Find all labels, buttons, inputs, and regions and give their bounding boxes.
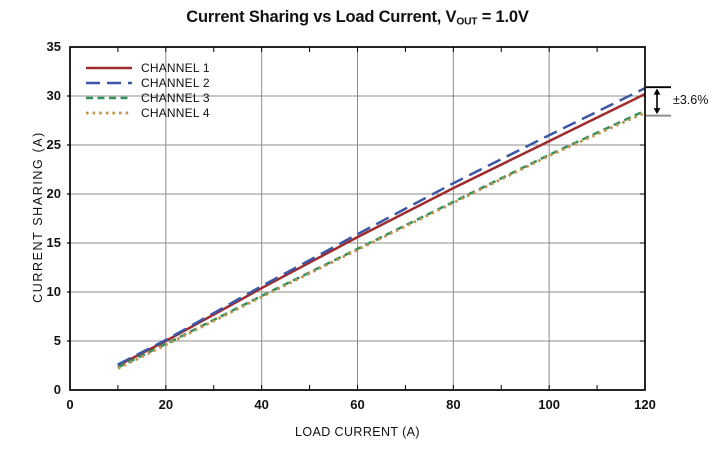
x-tick-label-100: 100 [538,397,560,412]
series-line-channel-1 [117,92,646,367]
series-line-channel-4 [117,111,646,370]
x-tick-label-80: 80 [446,397,461,412]
legend-label: CHANNEL 4 [141,106,210,121]
y-tick-label-5: 5 [53,333,61,348]
x-tick-label-120: 120 [634,397,656,412]
legend: CHANNEL 1 CHANNEL 2 CHANNEL 3 CHANNEL 4 [86,60,210,121]
chart-title: Current Sharing vs Load Current, VOUT = … [70,8,645,28]
legend-item-channel-3: CHANNEL 3 [86,90,210,105]
legend-line-sample [86,96,132,100]
legend-line-sample [86,66,132,69]
legend-item-channel-2: CHANNEL 2 [86,75,210,90]
annotation-arrowhead-up [653,88,661,95]
y-tick-label-10: 10 [46,284,61,299]
y-tick-label-15: 15 [46,235,61,250]
legend-label: CHANNEL 2 [141,75,210,90]
x-axis-title: LOAD CURRENT (A) [295,425,420,439]
legend-label: CHANNEL 1 [141,60,210,75]
legend-line-sample [86,81,132,85]
x-tick-label-0: 0 [66,397,74,412]
x-tick-label-40: 40 [254,397,269,412]
chart-title-prefix: Current Sharing vs Load Current, V [186,8,457,26]
y-axis-title: CURRENT SHARING (A) [31,131,45,303]
legend-line-sample [86,111,132,115]
y-tick-label-0: 0 [53,382,61,397]
legend-label: CHANNEL 3 [141,90,210,105]
chart-title-suffix: = 1.0V [477,8,529,26]
x-tick-label-60: 60 [350,397,365,412]
y-tick-label-20: 20 [46,186,61,201]
annotation-arrowhead-down [653,108,661,115]
plot-border [69,46,646,391]
chart-title-subscript: OUT [456,16,478,28]
series-line-channel-2 [117,87,646,366]
y-tick-label-35: 35 [46,39,61,54]
y-tick-label-25: 25 [46,137,61,152]
x-tick-label-20: 20 [158,397,174,412]
series-line-channel-3 [117,109,646,369]
y-tick-label-30: 30 [46,88,61,103]
legend-item-channel-1: CHANNEL 1 [86,60,210,75]
annotation-label: ±3.6% [673,93,709,107]
legend-item-channel-4: CHANNEL 4 [86,106,210,121]
